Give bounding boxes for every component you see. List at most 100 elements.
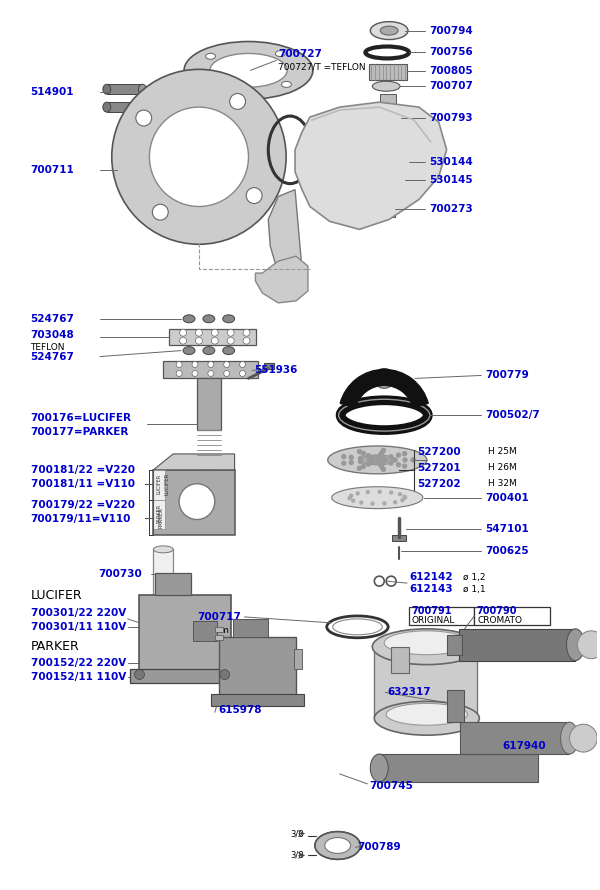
Polygon shape: [371, 102, 401, 134]
Text: 700727: 700727: [278, 50, 322, 60]
Text: 547101: 547101: [485, 524, 529, 535]
Circle shape: [342, 455, 346, 458]
Circle shape: [149, 107, 248, 206]
Text: PARKER: PARKER: [31, 640, 79, 653]
Text: 700181/22 =V220: 700181/22 =V220: [31, 465, 134, 475]
Circle shape: [179, 337, 187, 344]
Circle shape: [224, 370, 230, 376]
Circle shape: [349, 460, 353, 465]
Bar: [169, 328, 256, 344]
Bar: [215, 635, 223, 640]
Text: 700717: 700717: [197, 612, 241, 622]
Circle shape: [136, 110, 152, 126]
Text: 700502/7: 700502/7: [485, 410, 540, 420]
Ellipse shape: [223, 315, 235, 323]
Bar: [107, 85, 142, 94]
Text: LUCIFER: LUCIFER: [165, 473, 170, 495]
Circle shape: [403, 452, 407, 456]
Text: 530144: 530144: [429, 157, 473, 166]
Text: 527201: 527201: [417, 463, 461, 473]
Text: 612142: 612142: [409, 572, 452, 582]
Bar: [370, 64, 407, 80]
Circle shape: [359, 459, 362, 464]
Polygon shape: [295, 102, 446, 230]
Circle shape: [227, 337, 234, 344]
Bar: [154, 549, 173, 609]
Text: 700727/T =TEFLON: 700727/T =TEFLON: [278, 63, 366, 72]
Circle shape: [371, 456, 375, 460]
Circle shape: [403, 495, 406, 498]
Ellipse shape: [328, 446, 427, 473]
Polygon shape: [154, 454, 235, 470]
Bar: [154, 499, 165, 530]
Circle shape: [379, 463, 382, 466]
Bar: [458, 629, 575, 660]
Text: 700793: 700793: [429, 113, 472, 123]
Text: ø 1,1: ø 1,1: [463, 585, 486, 594]
Text: 700790: 700790: [476, 606, 517, 616]
Ellipse shape: [223, 346, 235, 354]
Bar: [446, 635, 463, 655]
Text: 700745: 700745: [370, 781, 413, 791]
Text: 527200: 527200: [417, 447, 461, 457]
Circle shape: [342, 461, 346, 465]
Circle shape: [359, 457, 362, 460]
Bar: [154, 470, 235, 536]
Bar: [446, 691, 464, 723]
Bar: [107, 102, 142, 112]
Circle shape: [179, 329, 187, 336]
Circle shape: [404, 497, 407, 499]
Ellipse shape: [212, 85, 221, 90]
Ellipse shape: [560, 723, 578, 754]
Bar: [391, 647, 409, 673]
Circle shape: [378, 490, 381, 493]
Circle shape: [220, 669, 230, 680]
Circle shape: [112, 69, 286, 244]
Text: 700625: 700625: [485, 546, 529, 556]
Circle shape: [361, 451, 365, 456]
Circle shape: [382, 457, 385, 460]
Circle shape: [239, 370, 245, 376]
Bar: [154, 470, 165, 499]
Circle shape: [371, 460, 375, 464]
Circle shape: [389, 461, 393, 465]
Ellipse shape: [370, 21, 408, 39]
Circle shape: [152, 204, 168, 220]
Ellipse shape: [154, 605, 173, 612]
Circle shape: [356, 492, 359, 495]
Text: 700711: 700711: [31, 165, 74, 174]
Circle shape: [398, 493, 401, 496]
Circle shape: [358, 449, 361, 454]
Circle shape: [403, 458, 407, 462]
Circle shape: [397, 453, 401, 457]
Text: 700707: 700707: [429, 81, 473, 92]
Circle shape: [367, 490, 369, 494]
Bar: [380, 94, 396, 110]
Circle shape: [224, 361, 230, 368]
Text: 615978: 615978: [219, 706, 262, 716]
Bar: [475, 607, 550, 625]
Polygon shape: [256, 256, 308, 303]
Ellipse shape: [370, 754, 388, 782]
Circle shape: [577, 631, 600, 659]
Ellipse shape: [384, 631, 469, 655]
Text: 700273: 700273: [429, 205, 473, 214]
Text: 617940: 617940: [502, 741, 546, 751]
Text: 700179/11=V110: 700179/11=V110: [31, 514, 131, 523]
Text: 700805: 700805: [429, 67, 472, 77]
Ellipse shape: [374, 701, 479, 735]
Text: H 25M: H 25M: [488, 448, 517, 457]
Circle shape: [374, 576, 384, 587]
Text: 53 mm: 53 mm: [197, 627, 229, 635]
Ellipse shape: [210, 53, 287, 87]
Text: ORIGINAL: ORIGINAL: [412, 617, 455, 626]
Text: 700152/22 220V: 700152/22 220V: [31, 658, 126, 668]
Ellipse shape: [139, 102, 146, 112]
Text: H 26M: H 26M: [488, 464, 517, 473]
Ellipse shape: [386, 703, 467, 725]
Text: 700301/22 220V: 700301/22 220V: [31, 608, 126, 618]
Text: TEFLON: TEFLON: [31, 344, 65, 352]
Ellipse shape: [325, 837, 350, 854]
Bar: [197, 378, 221, 430]
Text: 700301/11 110V: 700301/11 110V: [31, 622, 126, 632]
